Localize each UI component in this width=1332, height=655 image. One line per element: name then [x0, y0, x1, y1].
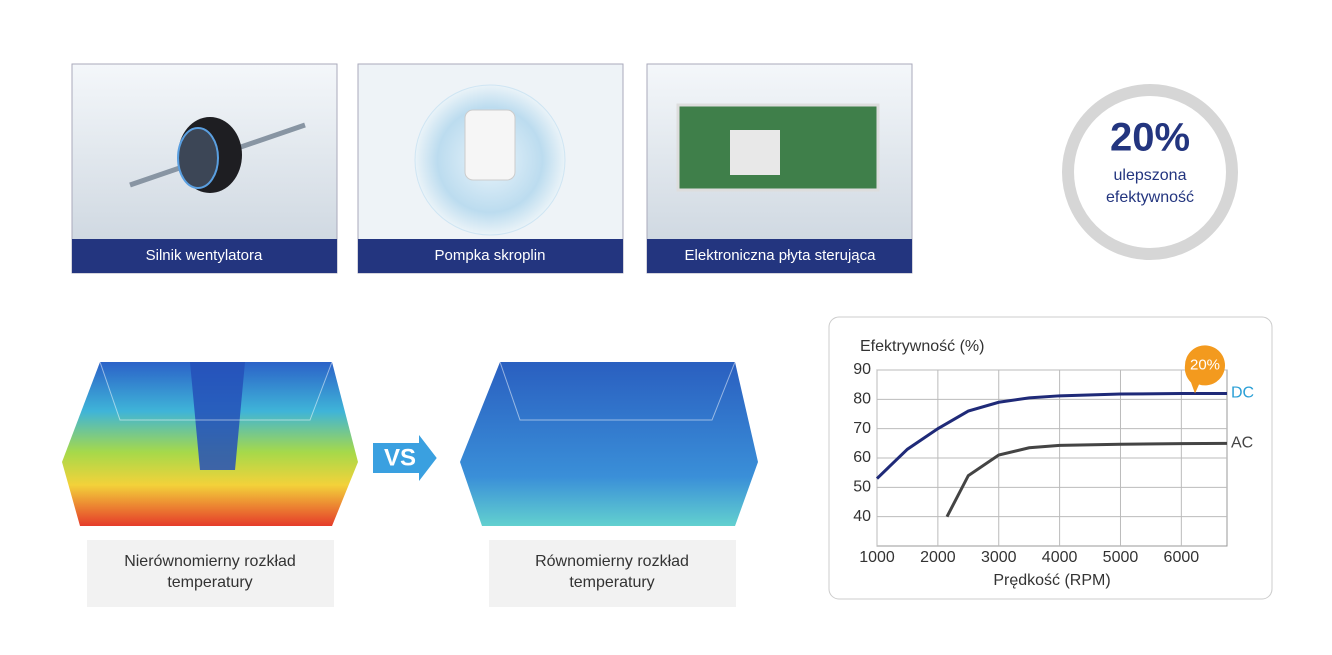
series-line: [875, 391, 1227, 480]
chart: Efektrywność (%) Prędkość (RPM) 40 50 60 70…: [853, 338, 1254, 589]
x-tick-label: 6000: [1164, 549, 1200, 566]
room-even: Równomierny rozkład temperatury: [460, 361, 758, 607]
card: Silnik wentylatora: [71, 63, 338, 274]
y-tick-label: 90: [853, 361, 871, 378]
room-edge: [499, 361, 736, 421]
room-shape: [460, 362, 758, 526]
series-label: AC: [1231, 435, 1253, 452]
badge-ring: [1062, 84, 1238, 260]
y-tick-label: 70: [853, 420, 871, 437]
caption-bar: [358, 239, 623, 273]
card-caption: Elektroniczna płyta sterująca: [685, 247, 877, 264]
y-tick-label: 50: [853, 479, 871, 496]
caption-box: [489, 540, 736, 607]
chart-title: Efektrywność (%): [860, 338, 984, 355]
pump: [464, 109, 516, 181]
pcb-part: [730, 130, 780, 175]
room-caption: Równomierny rozkład: [535, 553, 689, 570]
badge-text: efektywność: [1106, 189, 1194, 206]
x-tick-label: 4000: [1042, 549, 1078, 566]
card: Elektroniczna płyta sterująca: [646, 63, 913, 274]
card-caption: Pompka skroplin: [435, 247, 546, 264]
motor-face: [177, 127, 219, 189]
card: Pompka skroplin: [357, 63, 624, 274]
card-caption: Silnik wentylatora: [146, 247, 263, 264]
y-tick-label: 60: [853, 449, 871, 466]
room-uneven: Nierównomierny rozkład temperatury: [62, 361, 358, 607]
y-tick-label: 80: [853, 391, 871, 408]
room-caption: temperatury: [569, 574, 654, 591]
arrow: [371, 429, 440, 487]
caption-bar: [72, 239, 337, 273]
x-tick-label: 3000: [981, 549, 1017, 566]
annotation-bubble: [1184, 345, 1225, 394]
badge-value: 20%: [1110, 116, 1190, 160]
badge-text: ulepszona: [1114, 167, 1187, 184]
x-tick-label: 2000: [920, 549, 956, 566]
series-label: DC: [1231, 385, 1254, 402]
x-axis-label: Prędkość (RPM): [993, 572, 1110, 589]
cold-stream: [190, 362, 245, 470]
room-caption: temperatury: [167, 574, 252, 591]
room-edge: [99, 361, 333, 421]
room-caption: Nierównomierny rozkład: [124, 553, 296, 570]
annotation: 20%: [1190, 356, 1220, 373]
caption-box: [87, 540, 334, 607]
caption-bar: [647, 239, 912, 273]
x-tick-label: 5000: [1103, 549, 1139, 566]
series-line: [945, 441, 1228, 518]
vs-label: VS: [384, 444, 416, 471]
y-tick-label: 40: [853, 508, 871, 525]
vs-arrow: VS: [371, 429, 440, 487]
x-tick-label: 1000: [859, 549, 895, 566]
